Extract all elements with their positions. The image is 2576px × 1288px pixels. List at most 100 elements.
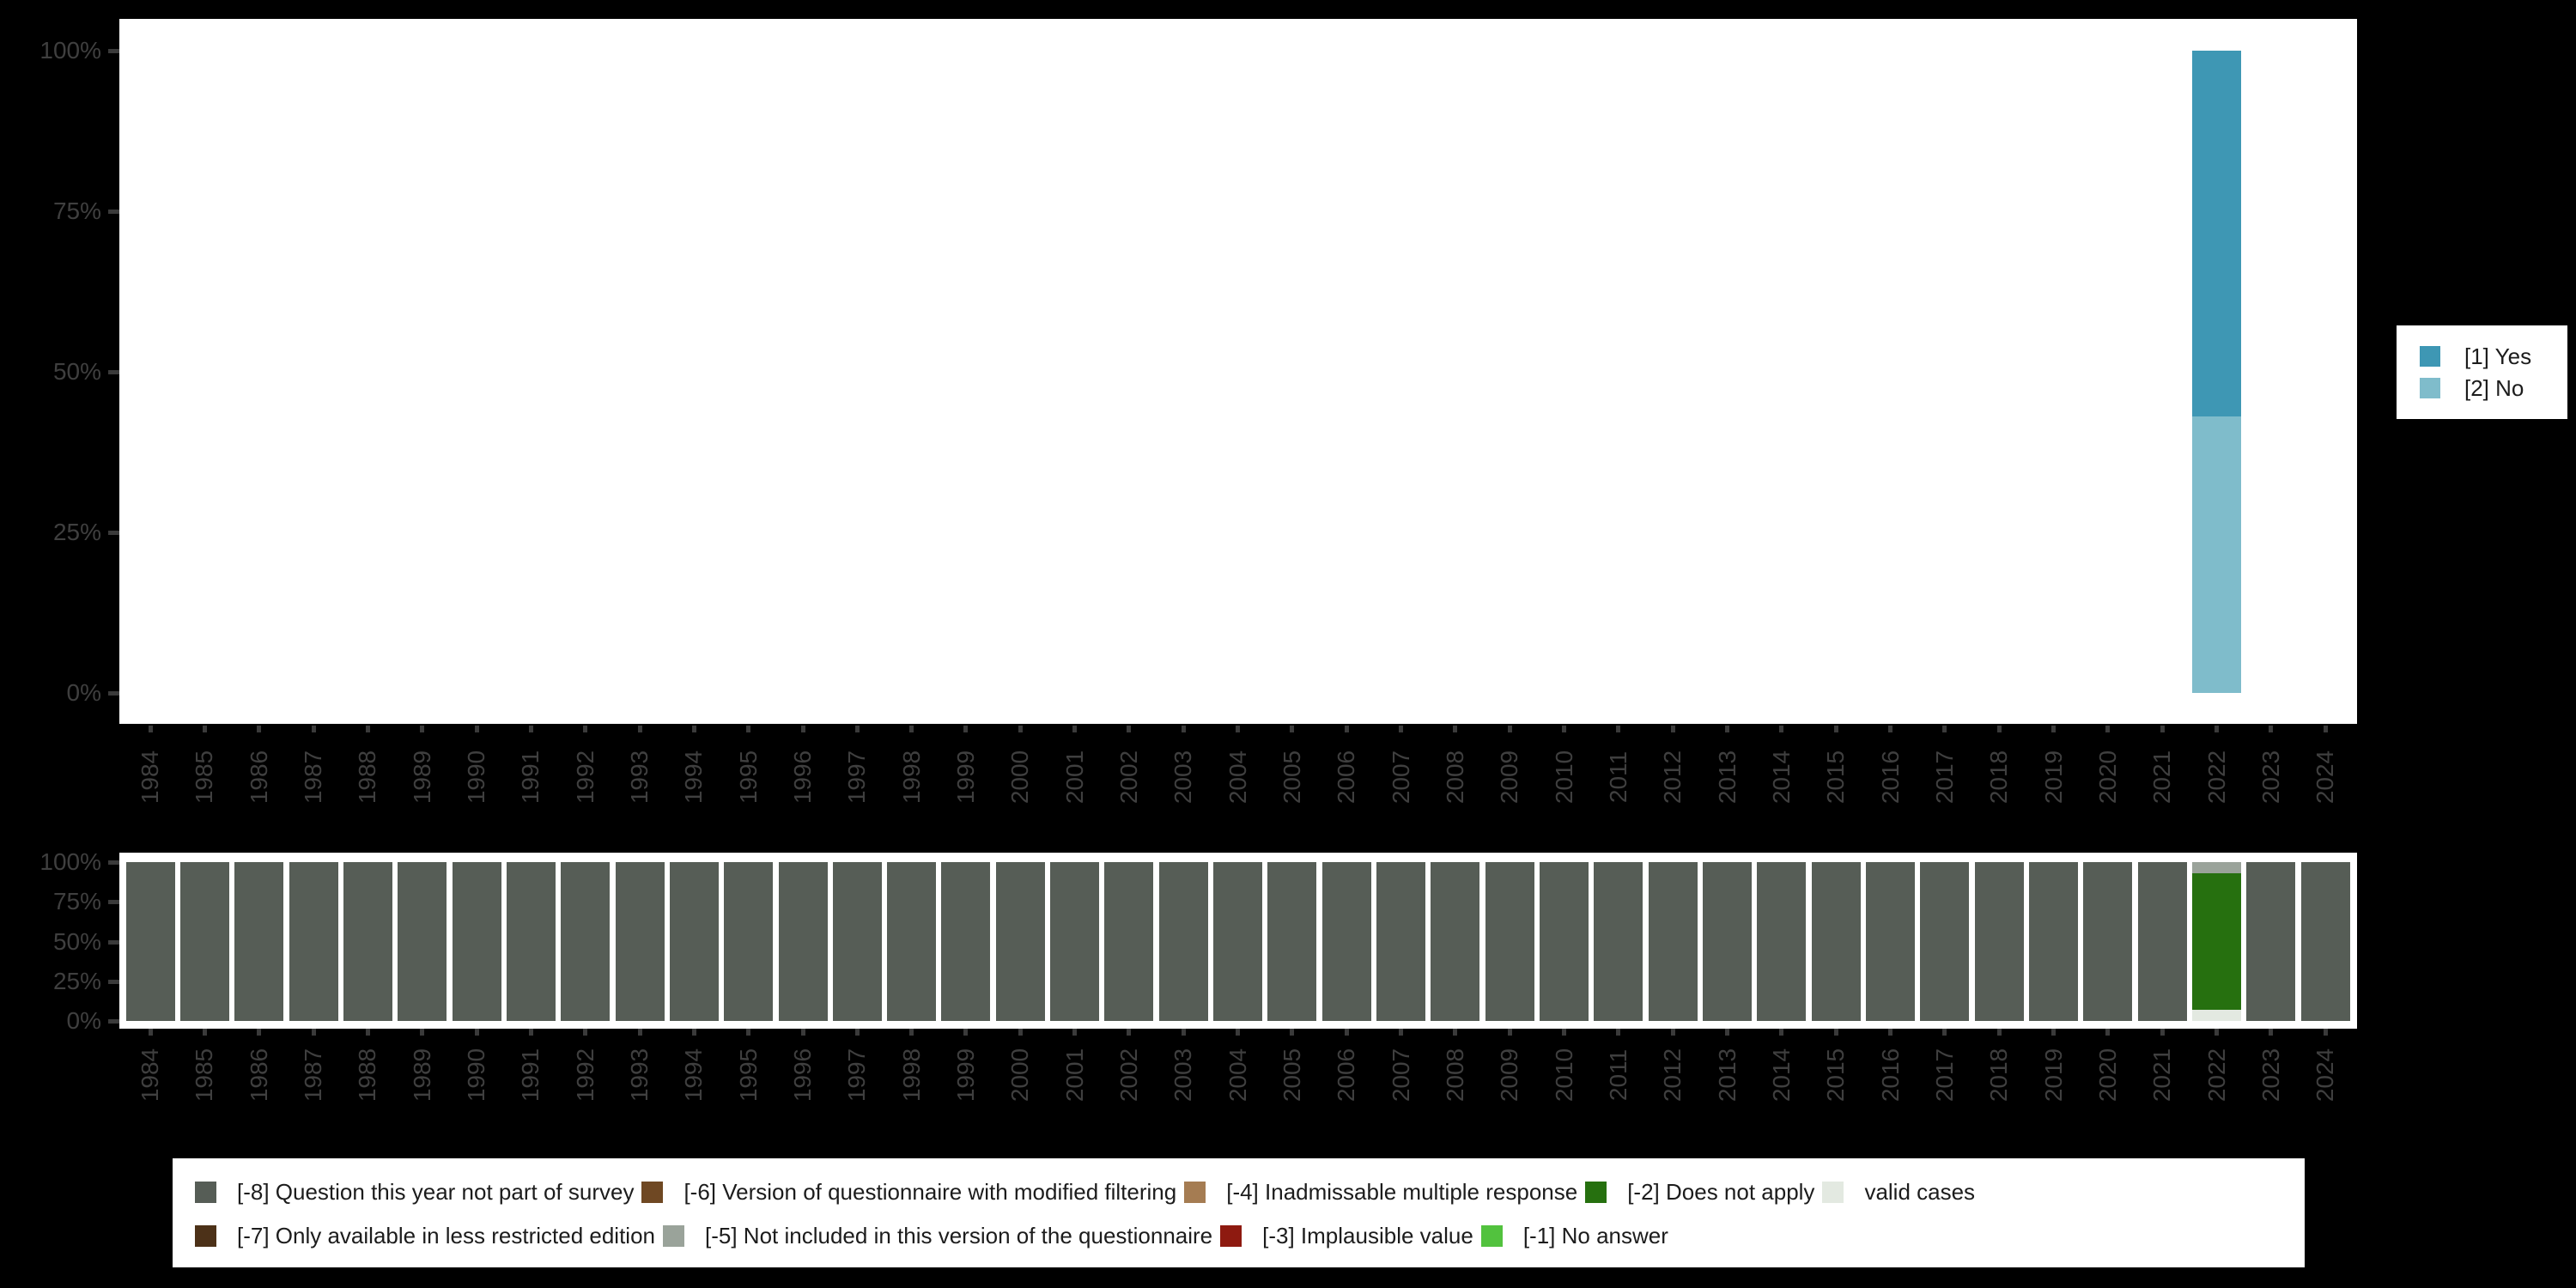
x-axis-label-2004: 2004 — [1224, 1048, 1251, 1103]
legend-swatch — [1822, 1181, 1844, 1203]
bar-segment-2015-8-question-this-year-not-part-of-survey — [1811, 862, 1861, 1021]
x-axis-label-1999: 1999 — [951, 1048, 979, 1103]
bar-segment-1994-8-question-this-year-not-part-of-survey — [669, 862, 719, 1021]
x-axis-tick — [1996, 726, 2002, 732]
x-axis-tick — [800, 726, 805, 732]
x-axis-label-1988: 1988 — [354, 1048, 381, 1103]
x-axis-label-2000: 2000 — [1006, 750, 1034, 805]
x-axis-label-2009: 2009 — [1496, 1048, 1523, 1103]
bar-segment-2022-2-does-not-apply — [2192, 873, 2241, 1011]
bar-segment-2018-8-question-this-year-not-part-of-survey — [1974, 862, 2024, 1021]
x-axis-tick — [1670, 1029, 1675, 1036]
x-axis-tick — [1290, 1029, 1295, 1036]
x-axis-label-1996: 1996 — [789, 750, 816, 805]
x-axis-label-2010: 2010 — [1550, 750, 1577, 805]
x-axis-label-2011: 2011 — [1604, 750, 1631, 804]
bar-segment-2022-5-not-included-in-this-version-of-the-questionnaire — [2192, 862, 2241, 873]
x-axis-tick — [691, 726, 696, 732]
x-axis-tick — [420, 1029, 425, 1036]
x-axis-tick — [1344, 1029, 1349, 1036]
x-axis-tick — [1942, 1029, 1947, 1036]
x-axis-label-1990: 1990 — [463, 1048, 489, 1103]
x-axis-tick — [2269, 726, 2274, 732]
x-axis-label-1994: 1994 — [680, 750, 708, 805]
x-axis-tick — [1181, 1029, 1186, 1036]
x-axis-tick — [1453, 1029, 1458, 1036]
legend-swatch — [641, 1181, 664, 1203]
legend-label: [-5] Not included in this version of the… — [705, 1222, 1213, 1249]
x-axis-label-1985: 1985 — [191, 1048, 218, 1103]
x-axis-label-2003: 2003 — [1170, 1048, 1197, 1103]
y-axis-tick-label: 75% — [52, 197, 101, 224]
x-axis-label-1995: 1995 — [734, 750, 762, 805]
legend-item-1-yes: [1] Yes — [2420, 343, 2567, 370]
x-axis-label-1993: 1993 — [626, 750, 653, 805]
legend-swatch — [195, 1224, 216, 1247]
x-axis-label-2006: 2006 — [1333, 750, 1360, 805]
x-axis-label-2022: 2022 — [2202, 1048, 2230, 1103]
x-axis-tick — [148, 1029, 153, 1036]
x-axis-tick — [2051, 726, 2056, 732]
x-axis-tick — [854, 1029, 860, 1036]
top-chart-panel — [119, 19, 2357, 724]
x-axis-label-2023: 2023 — [2257, 1048, 2284, 1103]
x-axis-label-2008: 2008 — [1441, 1048, 1468, 1103]
x-axis-label-2014: 2014 — [1767, 750, 1795, 805]
x-axis-tick — [1996, 1029, 2002, 1036]
x-axis-tick — [528, 726, 533, 732]
x-axis-tick — [746, 726, 751, 732]
bar-segment-1999-8-question-this-year-not-part-of-survey — [941, 862, 991, 1021]
bar-segment-2021-8-question-this-year-not-part-of-survey — [2137, 862, 2187, 1021]
bar-segment-1990-8-question-this-year-not-part-of-survey — [452, 862, 501, 1021]
x-axis-label-2016: 2016 — [1876, 750, 1904, 805]
x-axis-label-2017: 2017 — [1930, 750, 1958, 805]
y-axis-tick-label: 100% — [39, 37, 101, 64]
x-axis-tick — [148, 726, 153, 732]
legend-swatch — [2420, 346, 2440, 367]
bar-segment-2011-8-question-this-year-not-part-of-survey — [1594, 862, 1643, 1021]
x-axis-tick — [2105, 1029, 2111, 1036]
x-axis-tick — [311, 1029, 316, 1036]
x-axis-tick — [963, 726, 969, 732]
x-axis-tick — [2160, 726, 2165, 732]
bar-segment-2020-8-question-this-year-not-part-of-survey — [2083, 862, 2133, 1021]
y-axis-tick-label: 25% — [52, 519, 101, 545]
x-axis-label-2020: 2020 — [2093, 750, 2121, 805]
legend-swatch — [1480, 1224, 1503, 1247]
x-axis-tick — [637, 1029, 642, 1036]
x-axis-tick — [1018, 1029, 1023, 1036]
x-axis-label-2001: 2001 — [1060, 750, 1088, 805]
x-axis-tick — [1616, 726, 1621, 732]
x-axis-tick — [583, 1029, 588, 1036]
x-axis-label-2018: 2018 — [1985, 1048, 2013, 1103]
x-axis-tick — [1562, 1029, 1567, 1036]
x-axis-tick — [1399, 726, 1404, 732]
x-axis-tick — [583, 726, 588, 732]
x-axis-label-2024: 2024 — [2312, 750, 2339, 805]
x-axis-label-2021: 2021 — [2148, 1048, 2176, 1103]
legend-item-7-only-available-in-less-restricted-edition: [-7] Only available in less restricted e… — [195, 1223, 655, 1249]
legend-item-8-question-this-year-not-part-of-survey: [-8] Question this year not part of surv… — [195, 1179, 634, 1205]
x-axis-label-2007: 2007 — [1387, 750, 1414, 805]
bar-segment-2003-8-question-this-year-not-part-of-survey — [1158, 862, 1208, 1021]
bar-segment-2023-8-question-this-year-not-part-of-survey — [2246, 862, 2296, 1021]
x-axis-label-2015: 2015 — [1822, 750, 1850, 805]
x-axis-tick — [909, 726, 914, 732]
legend-item-4-inadmissable-multiple-response: [-4] Inadmissable multiple response — [1184, 1179, 1577, 1205]
x-axis-tick — [474, 726, 479, 732]
legend-swatch — [2420, 378, 2440, 398]
x-axis-label-1998: 1998 — [897, 750, 925, 805]
x-axis-label-2010: 2010 — [1550, 1048, 1577, 1103]
bar-segment-2007-8-question-this-year-not-part-of-survey — [1376, 862, 1426, 1021]
x-axis-label-1991: 1991 — [517, 1048, 544, 1103]
bar-segment-2024-8-question-this-year-not-part-of-survey — [2300, 862, 2350, 1021]
legend-item-valid-cases: valid cases — [1822, 1179, 1975, 1205]
bar-segment-2001-8-question-this-year-not-part-of-survey — [1050, 862, 1100, 1021]
legend-item-3-implausible-value: [-3] Implausible value — [1220, 1223, 1473, 1249]
x-axis-tick — [202, 726, 207, 732]
x-axis-label-2019: 2019 — [2039, 1048, 2067, 1103]
y-axis-tick-label: 75% — [52, 888, 101, 915]
y-axis-tick-label: 50% — [52, 358, 101, 385]
legend-swatch — [1220, 1224, 1242, 1247]
